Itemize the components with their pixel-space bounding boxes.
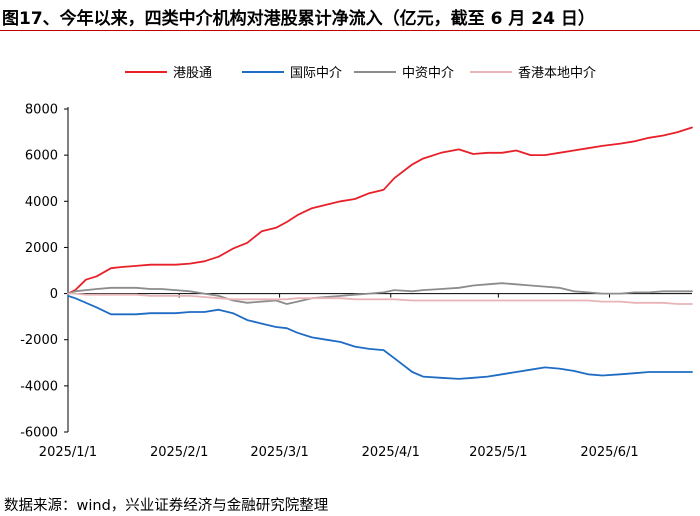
y-tick-label: -2000 — [20, 333, 58, 348]
legend-label: 国际中介 — [290, 66, 342, 81]
series-line-2 — [67, 294, 693, 380]
y-tick-label: -6000 — [20, 426, 58, 441]
series-line-3 — [67, 282, 693, 305]
x-tick-label: 2025/5/1 — [469, 445, 527, 460]
y-tick-label: 6000 — [25, 149, 58, 164]
y-tick-label: -4000 — [20, 379, 58, 394]
series-line-1 — [67, 126, 693, 295]
chart-title: 图17、今年以来，四类中介机构对港股累计净流入（亿元，截至 6 月 24 日） — [2, 9, 595, 29]
x-tick-label: 2025/2/1 — [150, 445, 208, 460]
y-tick-label: 0 — [50, 287, 58, 302]
y-tick-label: 8000 — [25, 103, 58, 118]
x-tick-label: 2025/6/1 — [580, 445, 638, 460]
series-line-4 — [67, 292, 693, 305]
source-note: 数据来源：wind，兴业证券经济与金融研究院整理 — [4, 498, 329, 514]
legend-label: 港股通 — [173, 66, 212, 81]
y-tick-label: 2000 — [25, 241, 58, 256]
x-tick-label: 2025/4/1 — [362, 445, 420, 460]
legend-label: 中资中介 — [402, 66, 454, 81]
legend: 港股通 国际中介 中资中介 香港本地中介 — [125, 66, 596, 81]
plot-area: -6000 -4000 -2000 0 2000 4000 6000 8000 2025/1/1… — [20, 103, 693, 460]
legend-label: 香港本地中介 — [518, 66, 596, 81]
x-tick-label: 2025/3/1 — [250, 445, 308, 460]
y-tick-label: 4000 — [25, 195, 58, 210]
x-tick-label: 2025/1/1 — [39, 445, 97, 460]
title-bar: 图17、今年以来，四类中介机构对港股累计净流入（亿元，截至 6 月 24 日） — [0, 0, 700, 31]
